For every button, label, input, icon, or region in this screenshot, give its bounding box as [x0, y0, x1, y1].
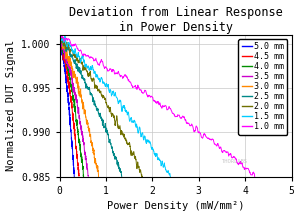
X-axis label: Power Density (mW/mm²): Power Density (mW/mm²) [107, 201, 244, 211]
Title: Deviation from Linear Response
in Power Density: Deviation from Linear Response in Power … [69, 6, 282, 34]
Text: THORLABS: THORLABS [222, 159, 248, 164]
Y-axis label: Normalized DUT Signal: Normalized DUT Signal [6, 40, 16, 171]
Legend: 5.0 mm, 4.5 mm, 4.0 mm, 3.5 mm, 3.0 mm, 2.5 mm, 2.0 mm, 1.5 mm, 1.0 mm: 5.0 mm, 4.5 mm, 4.0 mm, 3.5 mm, 3.0 mm, … [238, 39, 287, 135]
